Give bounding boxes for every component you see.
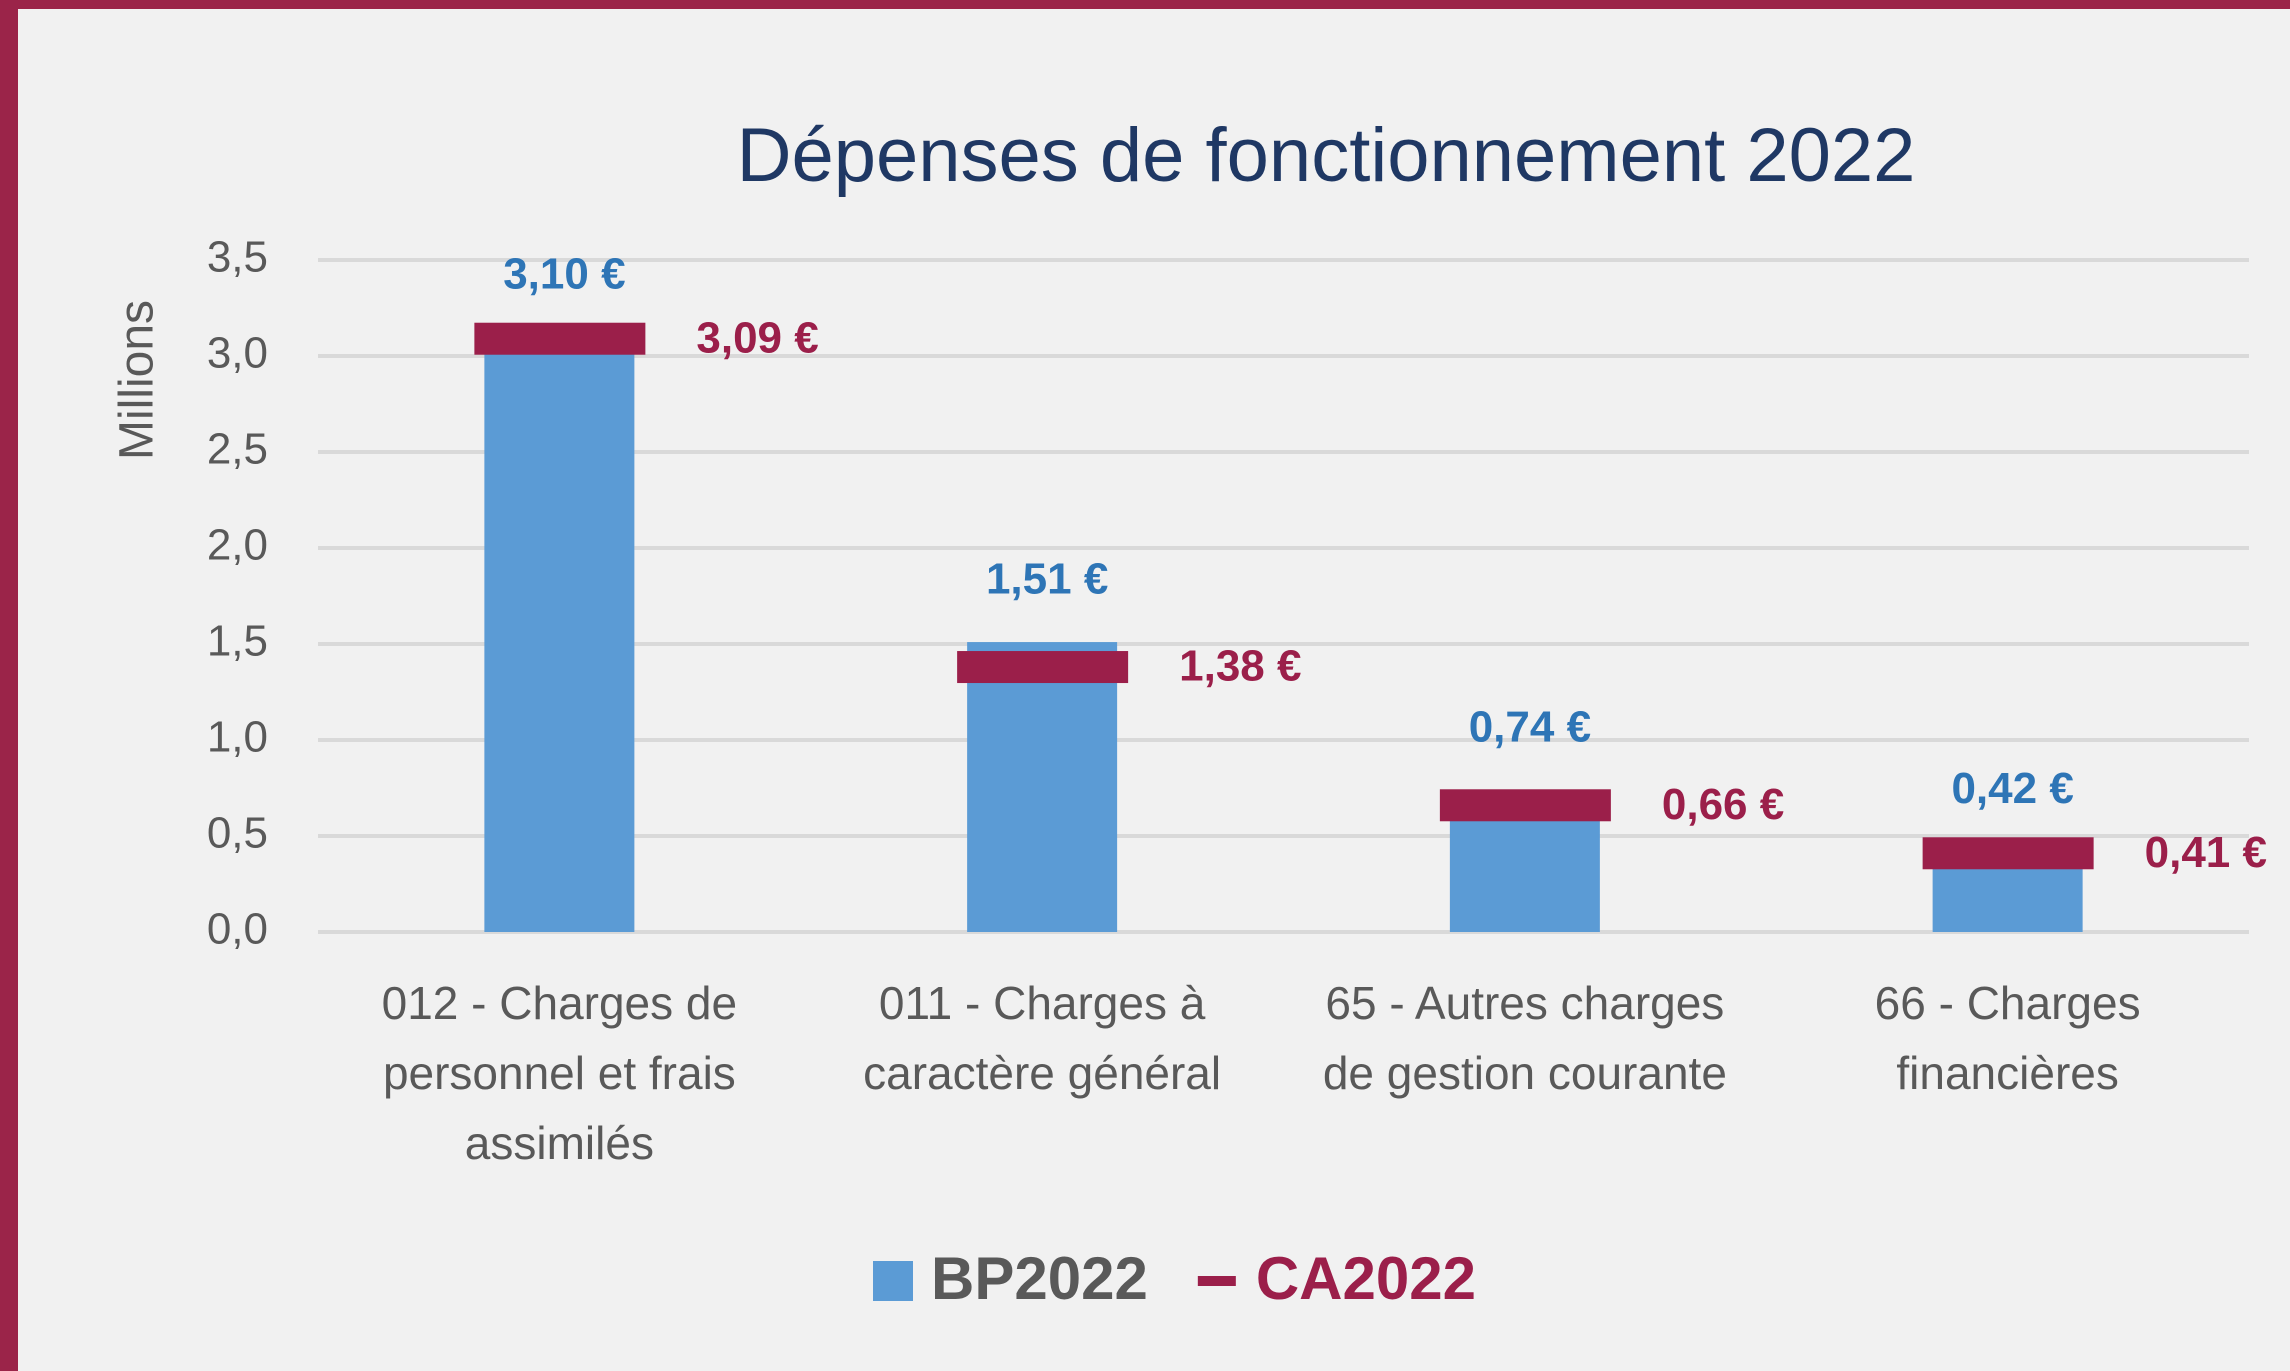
- y-tick-label: 1,0: [207, 713, 268, 762]
- x-tick-line: 012 - Charges de: [382, 977, 737, 1029]
- bar: [967, 642, 1118, 932]
- legend-swatch: [873, 1261, 913, 1301]
- y-tick-label: 1,5: [207, 617, 268, 666]
- value-label: 1,51 €: [986, 555, 1108, 604]
- chart-background: [18, 9, 2290, 1371]
- x-tick-line: assimilés: [465, 1117, 654, 1169]
- x-tick-label: 65 - Autres charges de gestion courante: [1323, 977, 1727, 1099]
- value-label: 0,74 €: [1469, 703, 1591, 752]
- y-tick-label: 0,5: [207, 809, 268, 858]
- y-tick-label: 2,5: [207, 425, 268, 474]
- x-tick-line: financières: [1896, 1047, 2118, 1099]
- value-label: 3,10 €: [503, 249, 625, 298]
- x-tick-label: 011 - Charges à caractère général: [863, 977, 1221, 1099]
- value-label: 0,42 €: [1951, 764, 2073, 813]
- x-tick-line: 011 - Charges à: [879, 977, 1206, 1029]
- legend-label: CA2022: [1256, 1245, 1476, 1312]
- legend-label: BP2022: [931, 1245, 1148, 1312]
- value-label: 3,09 €: [696, 313, 818, 362]
- x-tick-line: de gestion courante: [1323, 1047, 1727, 1099]
- x-tick-label: 66 - Charges financières: [1875, 977, 2141, 1099]
- x-tick-label: 012 - Charges de personnel et frais assimi…: [382, 977, 737, 1169]
- chart-title: Dépenses de fonctionnement 2022: [737, 113, 1916, 198]
- marker: [1922, 837, 2094, 870]
- y-tick-label: 2,0: [207, 521, 268, 570]
- marker: [957, 651, 1129, 684]
- y-axis-label: Millions: [111, 300, 164, 460]
- x-tick-line: 65 - Autres charges: [1325, 977, 1724, 1029]
- x-tick-line: 66 - Charges: [1875, 977, 2141, 1029]
- y-tick-label: 3,0: [207, 329, 268, 378]
- value-label: 0,66 €: [1662, 780, 1784, 829]
- marker: [474, 322, 646, 355]
- y-tick-label: 3,5: [207, 233, 268, 282]
- value-label: 0,41 €: [2145, 828, 2267, 877]
- value-label: 1,38 €: [1179, 642, 1301, 691]
- marker: [1439, 789, 1611, 822]
- x-tick-line: personnel et frais: [383, 1047, 736, 1099]
- legend-swatch: [1197, 1276, 1236, 1286]
- bar: [484, 336, 635, 932]
- x-tick-line: caractère général: [863, 1047, 1221, 1099]
- y-tick-label: 0,0: [207, 905, 268, 954]
